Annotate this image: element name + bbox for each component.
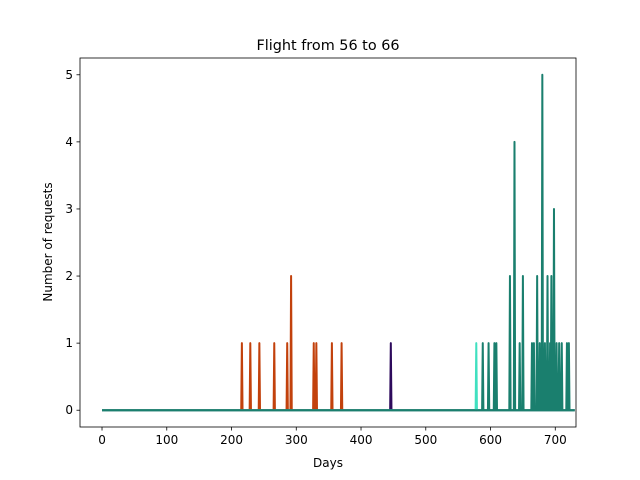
- x-axis-label: Days: [313, 456, 343, 470]
- x-tick-label: 300: [285, 433, 308, 447]
- y-tick-label: 1: [65, 336, 73, 350]
- y-tick-label: 4: [65, 135, 73, 149]
- y-axis-label: Number of requests: [41, 182, 55, 301]
- y-tick-label: 0: [65, 403, 73, 417]
- x-tick-label: 100: [155, 433, 178, 447]
- x-tick-label: 500: [414, 433, 437, 447]
- x-tick-label: 400: [350, 433, 373, 447]
- y-tick-label: 3: [65, 202, 73, 216]
- series-layer: [102, 73, 575, 412]
- y-tick-label: 5: [65, 68, 73, 82]
- y-tick-label: 2: [65, 269, 73, 283]
- plot-frame: [79, 57, 577, 428]
- axes-layer: 0 100 200 300 400 500 600 700 0 1 2 3 4 5: [65, 57, 577, 447]
- x-tick-label: 200: [220, 433, 243, 447]
- series-line-3: [102, 73, 575, 412]
- chart-title: Flight from 56 to 66: [256, 38, 399, 54]
- x-tick-label: 600: [479, 433, 502, 447]
- x-tick-label: 0: [98, 433, 106, 447]
- x-tick-label: 700: [544, 433, 567, 447]
